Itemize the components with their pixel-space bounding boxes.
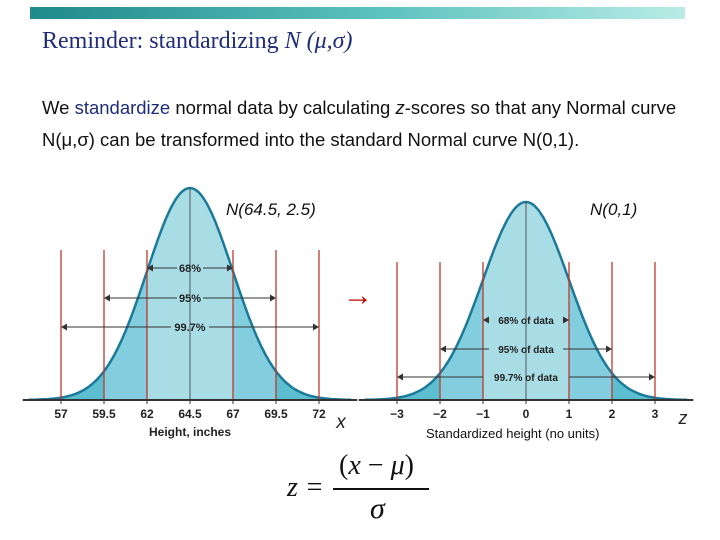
slide-title: Reminder: standardizing N (μ,σ) xyxy=(42,28,352,55)
intro-part: can be transformed into the standard Nor… xyxy=(94,129,523,150)
intro-part: -scores so that any Normal curve xyxy=(404,97,677,118)
left-tick-label: 64.5 xyxy=(178,407,202,421)
left-curve-label-text: N(64.5, 2.5) xyxy=(226,200,316,219)
right-axis-label: Standardized height (no units) xyxy=(426,426,600,441)
left-tail-left xyxy=(28,371,104,400)
title-accent-bar xyxy=(30,7,685,19)
title-math: N (μ,σ) xyxy=(284,28,353,54)
left-tick-label: 59.5 xyxy=(92,407,116,421)
right-band-arrowhead xyxy=(563,316,569,324)
right-band-label: 68% of data xyxy=(498,316,554,327)
left-band-label: 95% xyxy=(179,293,201,305)
formula-paren: ( xyxy=(339,450,349,481)
right-curve-label: N(0,1) xyxy=(590,200,637,220)
intro-keyword: standardize xyxy=(74,97,171,118)
right-tick-label: −3 xyxy=(390,407,404,421)
left-band-arrowhead xyxy=(227,264,233,272)
formula-x: x xyxy=(348,450,361,481)
right-band-arrowhead xyxy=(649,373,655,381)
right-tick-label: 1 xyxy=(566,407,573,421)
intro-math: N(0,1) xyxy=(522,129,575,150)
left-band-arrowhead xyxy=(270,294,276,302)
left-axis-var: x xyxy=(335,412,347,433)
formula-mu: μ xyxy=(390,450,405,481)
left-band-arrowhead xyxy=(313,323,319,331)
left-tick-label: 69.5 xyxy=(264,407,288,421)
right-tick-label: −1 xyxy=(476,407,490,421)
right-band-label: 95% of data xyxy=(498,345,554,356)
right-band-label: 99.7% of data xyxy=(494,373,558,384)
intro-math: N(μ,σ) xyxy=(42,129,95,150)
right-band-arrowhead xyxy=(440,345,446,353)
right-band-arrowhead xyxy=(483,316,489,324)
right-tick-label: 3 xyxy=(652,407,659,421)
formula-lhs: z = xyxy=(287,472,324,503)
left-band-arrowhead xyxy=(61,323,67,331)
intro-part: We xyxy=(42,97,75,118)
formula-numerator: (x − μ) xyxy=(339,450,414,482)
intro-part: normal data by calculating xyxy=(170,97,396,118)
left-axis-label: Height, inches xyxy=(149,425,231,439)
intro-part: . xyxy=(574,129,580,150)
right-tail-right xyxy=(612,373,688,400)
left-band-arrowhead xyxy=(147,264,153,272)
right-tick-label: 2 xyxy=(609,407,616,421)
left-curve-label: N(64.5, 2.5) xyxy=(226,200,316,220)
left-band-arrowhead xyxy=(104,294,110,302)
transform-arrow: → xyxy=(343,279,373,312)
formula-denominator: σ xyxy=(370,492,385,525)
intro-z: z xyxy=(395,97,405,118)
left-tail-right xyxy=(276,371,352,400)
right-axis-var: z xyxy=(678,408,688,428)
right-tick-label: 0 xyxy=(523,407,530,421)
formula-fraction-bar xyxy=(333,488,429,490)
left-tick-label: 72 xyxy=(312,407,326,421)
z-score-formula: z = (x − μ) σ xyxy=(287,450,447,530)
right-curve-label-text: N(0,1) xyxy=(590,200,638,219)
right-band-arrowhead xyxy=(606,345,612,353)
right-tail-left xyxy=(364,373,440,400)
left-tick-label: 62 xyxy=(140,407,154,421)
right-band-arrowhead xyxy=(397,373,403,381)
formula-minus: − xyxy=(360,450,391,481)
left-band-label: 99.7% xyxy=(174,322,205,334)
left-tick-label: 67 xyxy=(226,407,240,421)
right-tick-label: −2 xyxy=(433,407,447,421)
left-band-label: 68% xyxy=(179,263,201,275)
formula-paren: ) xyxy=(404,450,414,481)
intro-text: We standardize normal data by calculatin… xyxy=(42,92,702,156)
left-tick-label: 57 xyxy=(54,407,68,421)
title-prefix: Reminder: standardizing xyxy=(42,28,285,54)
